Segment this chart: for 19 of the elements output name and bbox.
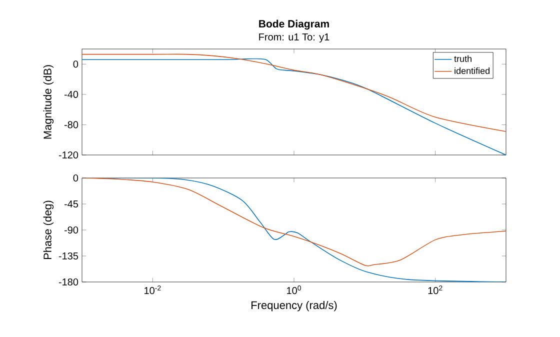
y-axis-title: Phase (deg): [43, 200, 54, 260]
legend-label: truth: [454, 55, 472, 62]
chart-title: Bode Diagram: [259, 20, 329, 30]
x-tick-label: 10$^{0}$: [287, 286, 301, 294]
x-tick-label: 10$^{2}$: [428, 286, 442, 294]
y-tick-label: -120: [58, 151, 78, 159]
y-tick-label: 0: [73, 174, 78, 182]
y-tick-label: 0: [73, 60, 78, 68]
y-tick-label: -135: [58, 252, 78, 260]
x-tick-label: 10$^{-2}$: [144, 286, 161, 294]
y-tick-label: -80: [64, 121, 78, 128]
legend-label: identified: [454, 67, 490, 74]
x-axis-title: Frequency (rad/s): [252, 301, 337, 312]
y-axis-title: Magnitude (dB): [43, 65, 54, 139]
y-tick-label: -40: [64, 90, 78, 98]
y-tick-label: -180: [58, 278, 78, 286]
chart-subtitle: From: u1 To: y1: [259, 34, 330, 42]
y-tick-label: -90: [64, 226, 78, 234]
y-tick-label: -45: [64, 200, 78, 208]
